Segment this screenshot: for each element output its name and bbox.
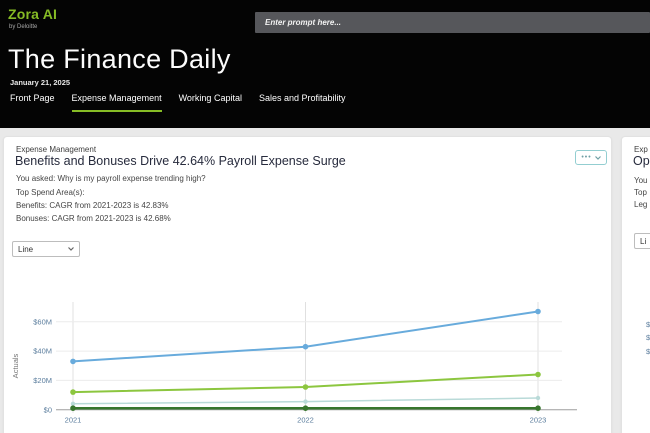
chevron-down-icon [68,247,74,251]
y-tick-label: $40M [33,347,52,356]
chevron-down-icon [595,156,601,160]
y-tick-fragment: $ [646,333,650,342]
card-question: You asked: Why is my payroll expense tre… [16,174,206,183]
card-section-label: Expense Management [16,145,96,154]
teal-series-marker [303,399,307,403]
dark-green-series-marker [535,405,541,411]
card-section-label: Exp [634,145,648,154]
app-header: Zora AI by Deloitte The Finance Daily Ja… [0,0,650,128]
tab-sales-and-profitability[interactable]: Sales and Profitability [259,93,346,112]
tab-front-page[interactable]: Front Page [10,93,55,112]
payroll-expense-line-chart: $0 $20M $40M $60M Actuals 2021 2022 2023 [4,296,613,433]
prompt-input[interactable] [255,12,650,33]
y-tick-fragment: $ [646,320,650,329]
y-axis-title: Actuals [11,353,20,378]
card-title: Op [633,154,650,168]
green-series-marker [303,384,309,390]
ellipsis-icon: ••• [581,154,591,161]
next-article-card: Exp Op You Top Leg Li $ $ $ [621,136,650,433]
bonuses-cagr-line: Bonuses: CAGR from 2021-2023 is 42.68% [16,214,171,223]
card-question: You [634,176,648,185]
chart-type-value: Line [18,245,33,254]
card-body-line: Leg [634,200,647,209]
page-title: The Finance Daily [8,44,231,75]
card-title: Benefits and Bonuses Drive 42.64% Payrol… [15,154,346,168]
y-tick-fragment: $ [646,347,650,356]
card-options-button[interactable]: ••• [575,150,607,165]
chart-type-value: Li [640,237,646,246]
x-tick-label: 2021 [65,416,82,425]
chart-type-select[interactable]: Line [12,241,80,257]
blue-series-marker [70,359,76,365]
blue-series-marker [535,309,541,315]
dark-green-series-marker [303,405,309,411]
benefits-cagr-line: Benefits: CAGR from 2021-2023 is 42.83% [16,201,169,210]
x-tick-label: 2023 [530,416,547,425]
card-body-line: Top [634,188,647,197]
page-date: January 21, 2025 [10,78,70,87]
blue-series-marker [303,344,309,350]
x-tick-label: 2022 [297,416,314,425]
tab-bar: Front Page Expense Management Working Ca… [10,93,346,112]
dark-green-series-marker [70,405,76,411]
y-tick-label: $0 [44,405,52,414]
teal-series-marker [71,402,75,406]
top-spend-label: Top Spend Area(s): [16,188,84,197]
tab-expense-management[interactable]: Expense Management [72,93,162,112]
green-series-marker [535,372,541,378]
chart-type-select[interactable]: Li [634,233,650,249]
teal-series-marker [536,396,540,400]
expense-management-card: Expense Management Benefits and Bonuses … [3,136,612,433]
y-tick-label: $60M [33,317,52,326]
brand-byline: by Deloitte [9,24,37,30]
green-series-marker [70,389,76,395]
brand-logo: Zora AI [8,6,57,22]
y-tick-label: $20M [33,376,52,385]
tab-working-capital[interactable]: Working Capital [179,93,242,112]
